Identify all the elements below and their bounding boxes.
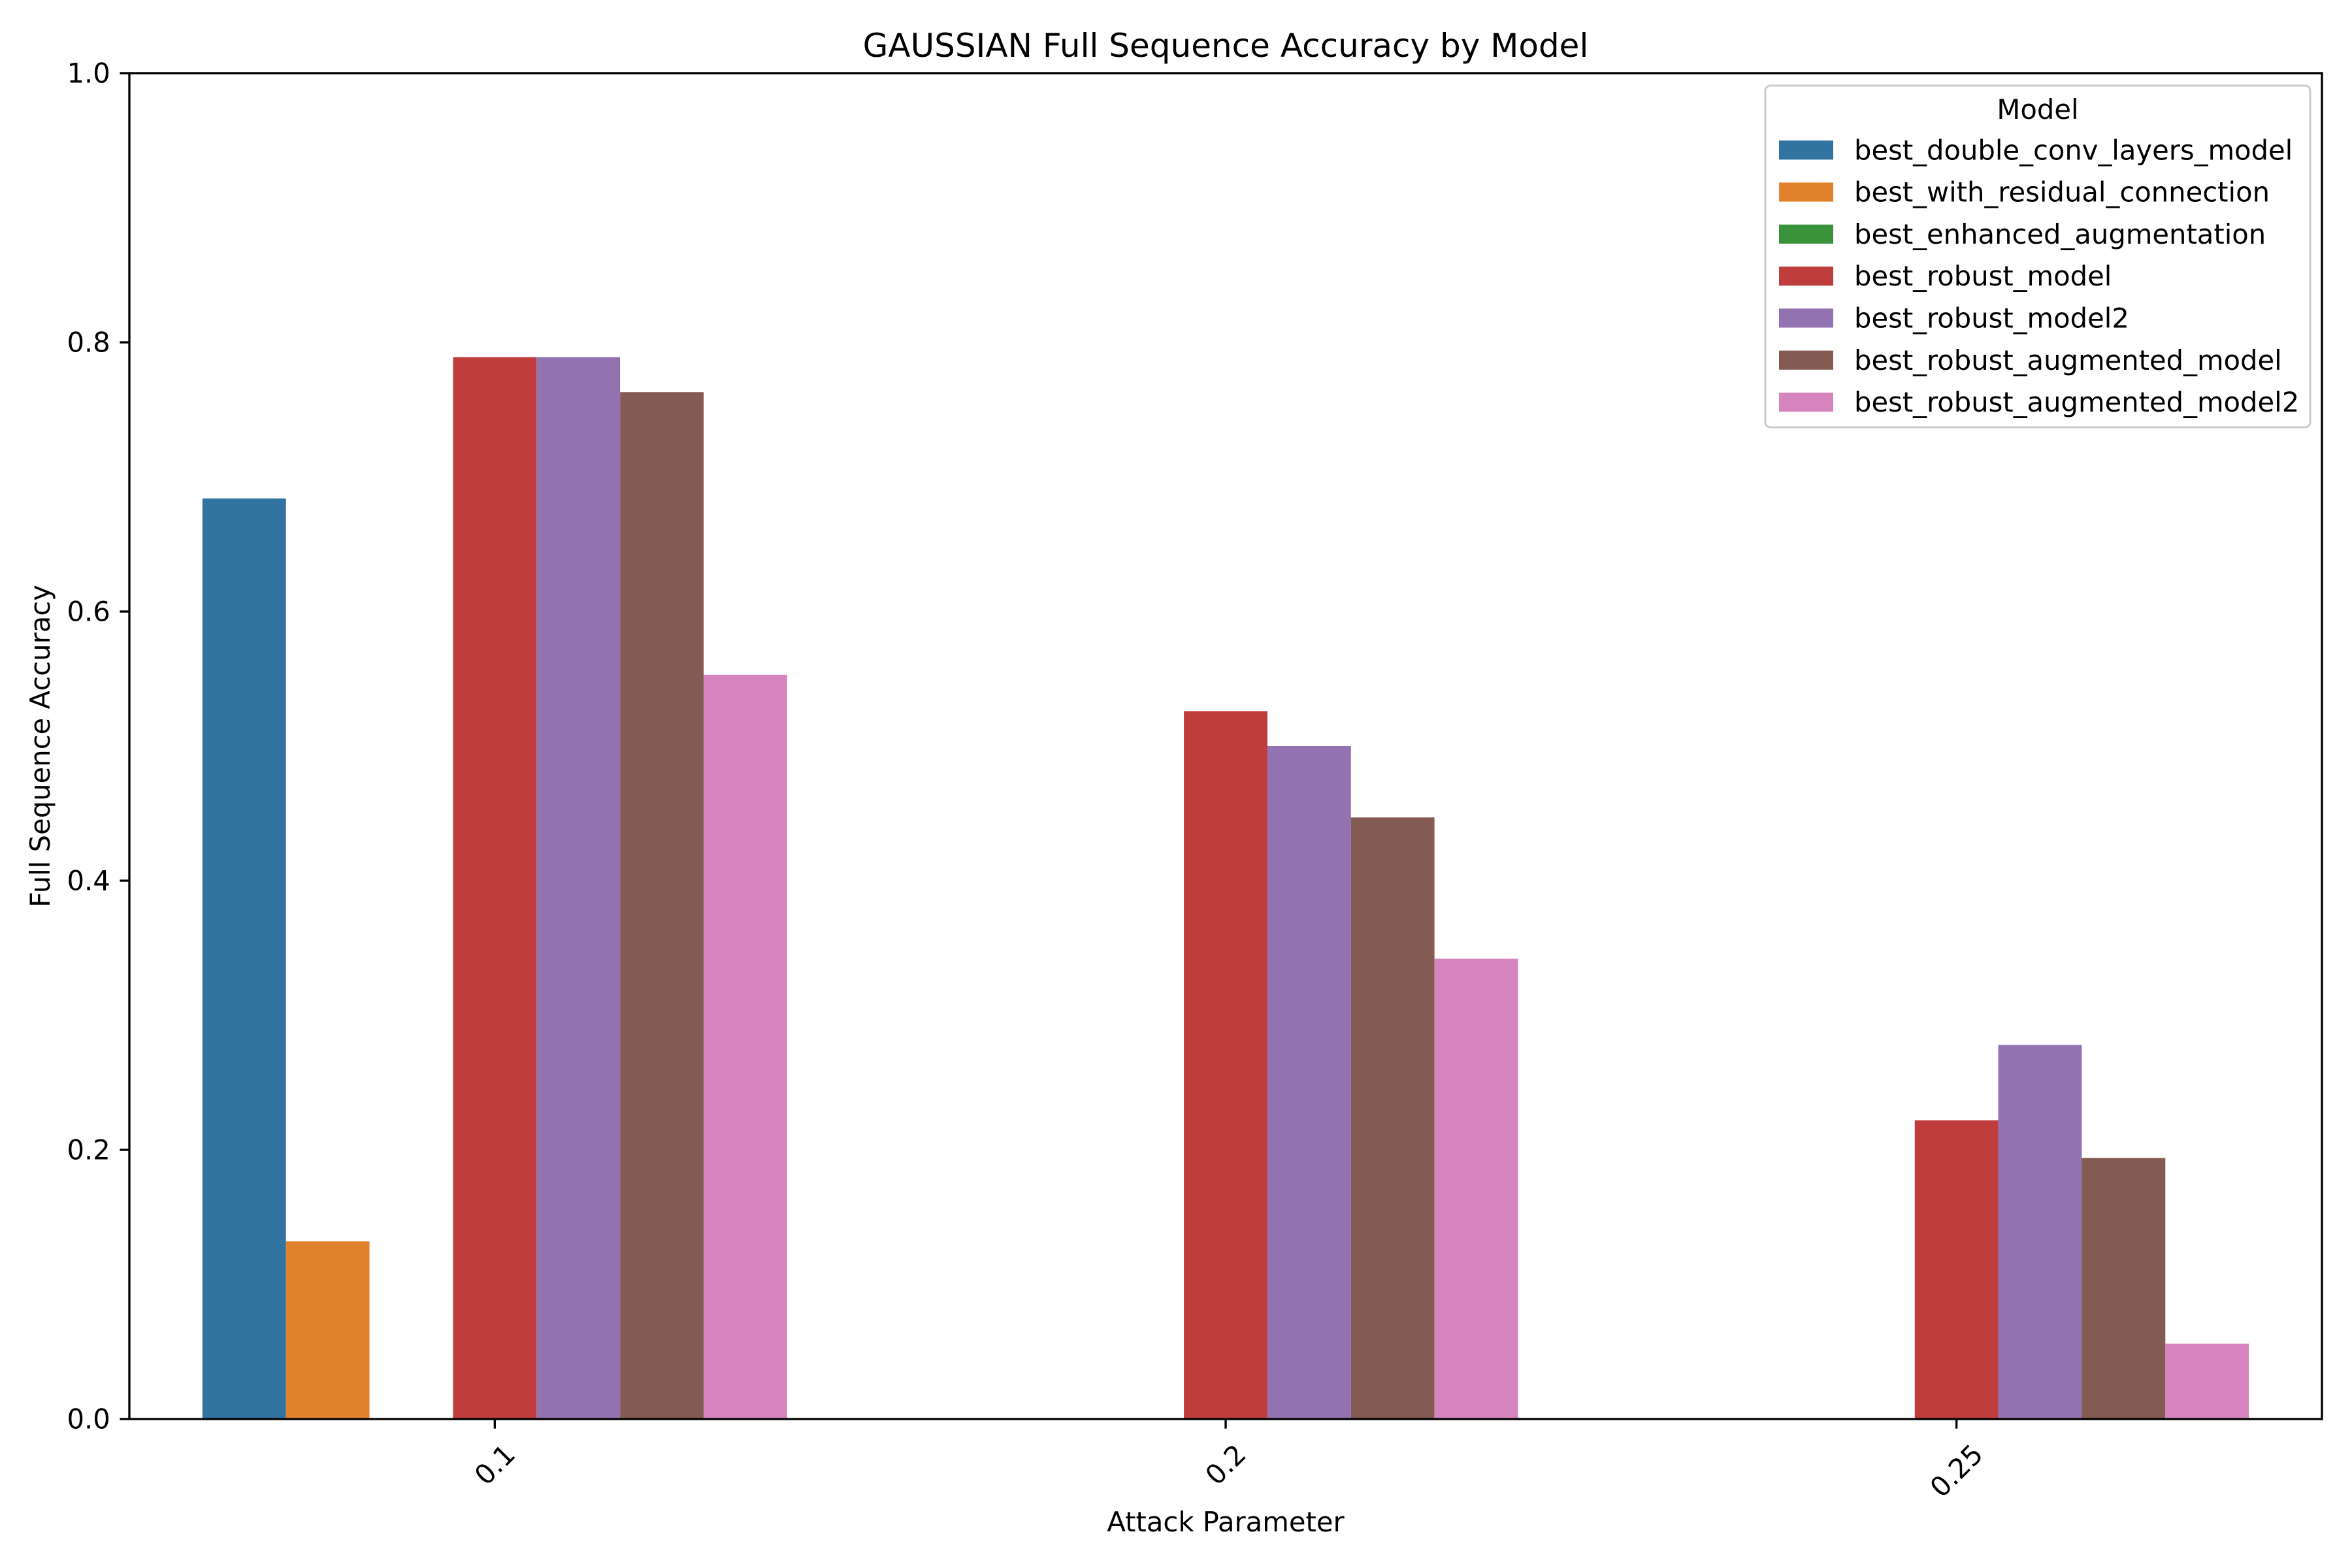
legend-swatch-best-double-conv-layers-model [1779, 140, 1833, 160]
legend-swatch-best-robust-model [1779, 267, 1833, 286]
bar-best-robust-model2-0-25 [1998, 1045, 2082, 1419]
y-tick-label: 0.6 [67, 596, 110, 628]
legend-label-best-robust-model: best_robust_model [1854, 260, 2112, 292]
y-tick-label: 0.4 [67, 865, 110, 897]
bar-best-double-conv-layers-model-0-1 [202, 498, 286, 1420]
legend-entries: best_double_conv_layers_model best_with_r… [1779, 134, 2299, 418]
y-tick-label: 0.0 [67, 1403, 110, 1435]
bar-best-with-residual-connection-0-1 [286, 1241, 370, 1419]
y-axis: 0.0 0.2 0.4 0.6 0.8 1.0 [67, 57, 129, 1435]
chart-title: GAUSSIAN Full Sequence Accuracy by Model [863, 27, 1589, 65]
y-tick-label: 1.0 [67, 57, 110, 90]
bar-best-robust-augmented-model-0-1 [620, 392, 704, 1419]
y-tick-label: 0.2 [67, 1134, 110, 1166]
legend-label-best-with-residual-connection: best_with_residual_connection [1854, 176, 2270, 208]
legend-swatch-best-enhanced-augmentation [1779, 224, 1833, 244]
legend: Model best_double_conv_layers_modelbest_… [1764, 84, 2311, 429]
legend-label-best-enhanced-augmentation: best_enhanced_augmentation [1854, 218, 2266, 250]
legend-frame [1764, 84, 2311, 429]
bar-best-robust-model2-0-1 [536, 357, 621, 1420]
y-tick-label: 0.8 [67, 327, 110, 359]
bar-best-robust-model-0-2 [1184, 711, 1267, 1419]
legend-title: Model [1997, 93, 2078, 125]
legend-label-best-double-conv-layers-model: best_double_conv_layers_model [1854, 134, 2293, 166]
legend-label-best-robust-augmented-model2: best_robust_augmented_model2 [1854, 386, 2299, 418]
legend-swatch-best-robust-augmented-model [1779, 350, 1833, 370]
y-axis-label: Full Sequence Accuracy [24, 585, 56, 907]
bar-best-robust-model-0-1 [453, 357, 537, 1420]
bar-best-robust-augmented-model2-0-2 [1434, 958, 1518, 1419]
x-axis-label: Attack Parameter [1107, 1506, 1345, 1538]
bar-best-robust-model2-0-2 [1267, 746, 1351, 1419]
legend-label-best-robust-augmented-model: best_robust_augmented_model [1854, 344, 2282, 376]
legend-swatch-best-robust-augmented-model2 [1779, 392, 1833, 412]
legend-swatch-best-with-residual-connection [1779, 182, 1833, 202]
bar-best-robust-augmented-model2-0-25 [2165, 1343, 2249, 1419]
bar-best-robust-augmented-model2-0-1 [703, 674, 787, 1419]
legend-swatch-best-robust-model2 [1779, 308, 1833, 328]
bar-best-robust-augmented-model-0-25 [2082, 1158, 2166, 1419]
bar-area [202, 357, 2249, 1420]
legend-label-best-robust-model2: best_robust_model2 [1854, 302, 2129, 335]
bar-best-robust-augmented-model-0-2 [1350, 817, 1435, 1419]
bar-best-robust-model-0-25 [1914, 1120, 1999, 1419]
